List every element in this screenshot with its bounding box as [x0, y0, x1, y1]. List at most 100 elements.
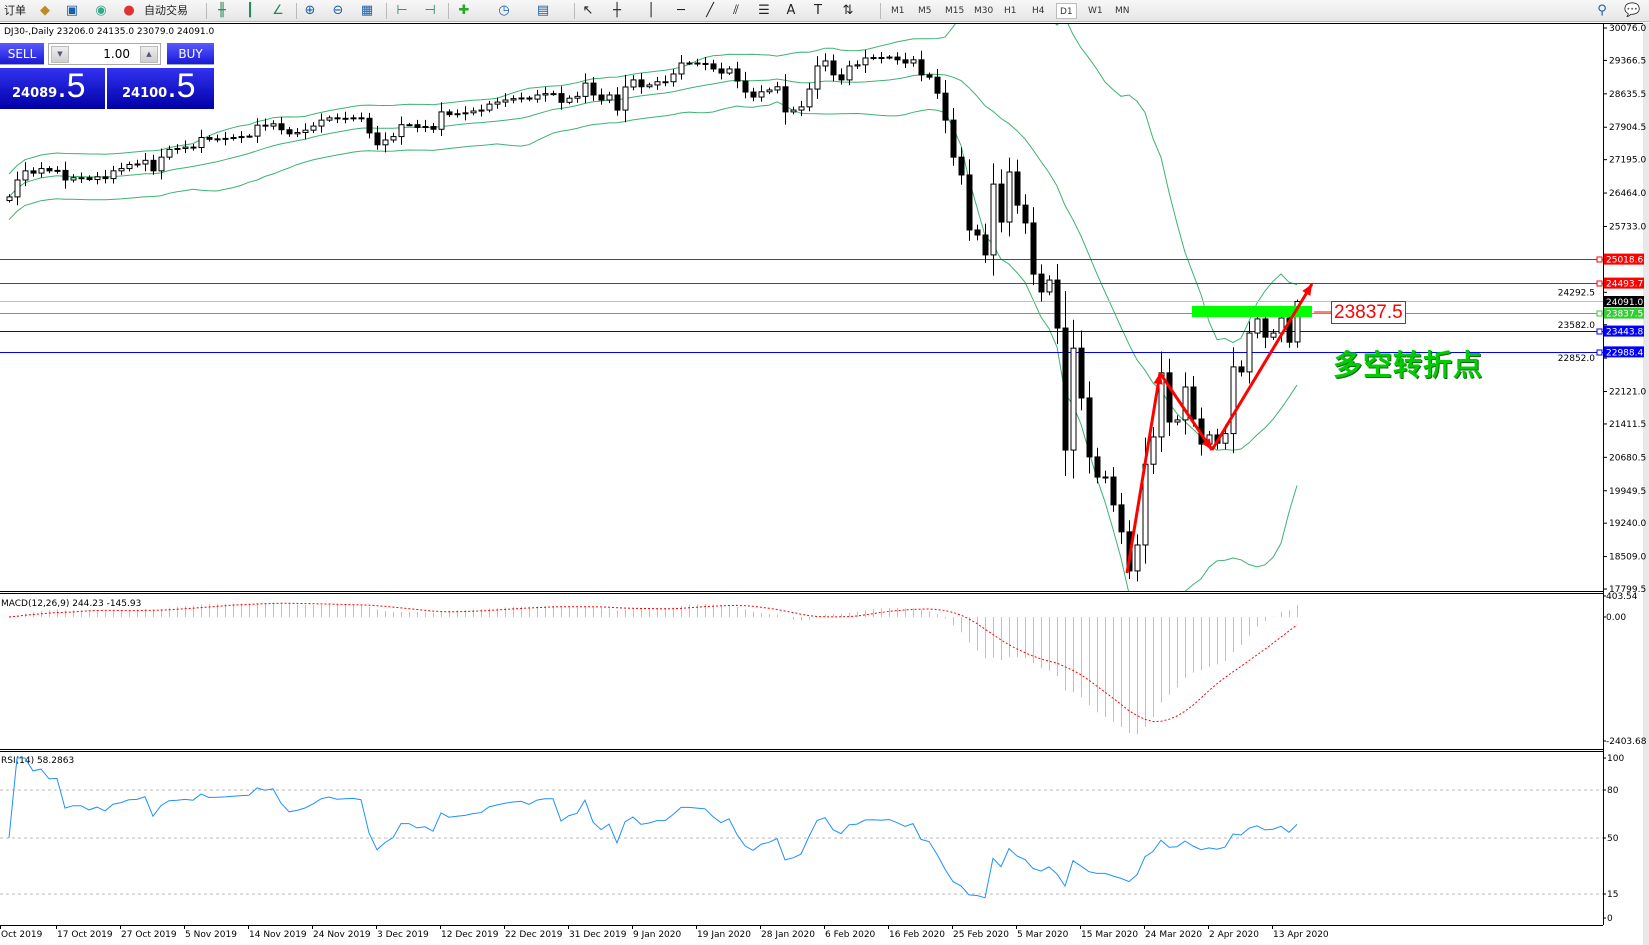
- templates-icon[interactable]: ▤: [536, 3, 550, 18]
- search-icon[interactable]: ⚲: [1597, 3, 1607, 18]
- candle-body-bear: [1286, 317, 1293, 343]
- candle: [710, 59, 717, 72]
- candle-body-bull: [142, 159, 149, 165]
- periods-icon[interactable]: ◷: [498, 3, 510, 18]
- candle-body-bull: [574, 95, 581, 99]
- candle-body-bull: [646, 84, 653, 88]
- candle-body-bull: [870, 57, 877, 60]
- autoscroll-icon[interactable]: ⊣: [424, 3, 436, 18]
- candle: [206, 135, 213, 142]
- signal-icon[interactable]: ◉: [95, 3, 107, 18]
- candle-body-bull: [110, 170, 117, 180]
- lot-size-input[interactable]: ▼ 1.00 ▲: [48, 43, 161, 65]
- level-price-label: 22988.4: [1606, 348, 1643, 358]
- navigator-icon[interactable]: ▣: [65, 3, 79, 18]
- annotation-turning-point-text[interactable]: 多空转折点: [1333, 348, 1484, 382]
- sell-button[interactable]: SELL: [0, 43, 44, 65]
- candle: [126, 161, 133, 172]
- timeframe-d1[interactable]: D1: [1056, 3, 1077, 19]
- candle: [694, 58, 701, 67]
- horizontal-line-icon[interactable]: ─: [677, 3, 685, 18]
- divider: [296, 3, 297, 19]
- candle-body-bull: [1294, 300, 1301, 343]
- annotation-price-label[interactable]: 23837.5: [1331, 301, 1406, 324]
- candle-body-bull: [630, 79, 637, 88]
- candle: [38, 162, 45, 178]
- buy-button[interactable]: BUY: [167, 43, 214, 65]
- zoom-out-icon[interactable]: ⊖: [332, 3, 344, 18]
- buy-price-main: 24100: [122, 86, 168, 101]
- candle: [974, 224, 981, 241]
- candle-body-bull: [886, 56, 893, 59]
- level-price-tag: [1604, 307, 1644, 319]
- candle: [390, 132, 397, 143]
- timeframe-w1[interactable]: W1: [1088, 6, 1103, 16]
- zoom-in-icon[interactable]: ⊕: [304, 3, 316, 18]
- lot-decrease-button[interactable]: ▼: [51, 46, 69, 63]
- timeframe-mn[interactable]: MN: [1115, 6, 1130, 16]
- rsi-axis-label: 50: [1607, 834, 1619, 844]
- candle-body-bull: [1270, 332, 1277, 338]
- candle: [766, 87, 773, 95]
- line-chart-icon[interactable]: ∠: [272, 3, 284, 18]
- candle: [878, 52, 885, 64]
- channel-icon[interactable]: ⫽: [733, 3, 739, 18]
- candle-body-bull: [606, 94, 613, 101]
- sell-price-button[interactable]: 24089.5: [0, 68, 105, 109]
- arrowhead-icon: [1201, 438, 1212, 450]
- candle-body-bear: [1038, 273, 1045, 293]
- timeframe-h4[interactable]: H4: [1032, 6, 1045, 16]
- candle-body-bear: [590, 82, 597, 96]
- candle-body-bull: [814, 65, 821, 90]
- cursor-icon[interactable]: ↖: [582, 3, 594, 18]
- candle-body-bull: [510, 98, 517, 101]
- candle-body-bear: [414, 124, 421, 128]
- candle-body-bull: [54, 169, 61, 172]
- bar-chart-icon[interactable]: ╫: [218, 3, 226, 18]
- chat-icon[interactable]: 💬: [1624, 3, 1641, 18]
- candle: [1246, 321, 1253, 384]
- chart-shift-icon[interactable]: ⊢: [396, 3, 408, 18]
- candle-body-bull: [910, 59, 917, 64]
- timeframe-h1[interactable]: H1: [1004, 6, 1017, 16]
- text-label-icon[interactable]: T: [814, 3, 822, 18]
- macd-label: MACD(12,26,9) 244.23 -145.93: [1, 599, 141, 609]
- candle-body-bear: [374, 132, 381, 146]
- date-axis-label: 9 Jan 2020: [633, 930, 681, 940]
- timeframe-m1[interactable]: M1: [891, 6, 905, 16]
- new-order-button[interactable]: 订单: [4, 4, 26, 17]
- candle-body-bull: [766, 89, 773, 93]
- lot-size-value: 1.00: [103, 47, 130, 61]
- text-icon[interactable]: A: [786, 3, 796, 18]
- tile-windows-icon[interactable]: ▦: [360, 3, 374, 18]
- candle-body-bear: [1086, 397, 1093, 458]
- candle-body-bull: [686, 62, 693, 65]
- candle-body-bear: [998, 183, 1005, 223]
- market-watch-icon[interactable]: ◆: [40, 3, 50, 18]
- autotrade-button[interactable]: 自动交易: [144, 4, 188, 17]
- candle: [758, 85, 765, 102]
- crosshair-icon[interactable]: ┼: [613, 3, 621, 18]
- candle: [550, 90, 557, 96]
- indicators-icon[interactable]: ✚: [458, 3, 470, 18]
- lot-increase-button[interactable]: ▲: [140, 46, 158, 63]
- candle: [246, 134, 253, 138]
- trend-arrow-line: [1158, 372, 1214, 451]
- timeframe-m30[interactable]: M30: [974, 6, 994, 16]
- trendline-icon[interactable]: ╱: [706, 3, 714, 18]
- macd-axis-label: -2403.68: [1606, 737, 1647, 747]
- candle: [94, 171, 101, 185]
- candle: [278, 117, 285, 135]
- arrows-icon[interactable]: ⇅: [842, 3, 854, 18]
- buy-price-button[interactable]: 24100.5: [107, 68, 214, 109]
- candlestick-icon[interactable]: ┃: [246, 3, 254, 18]
- candle: [1134, 534, 1141, 582]
- timeframe-m5[interactable]: M5: [918, 6, 932, 16]
- vertical-line-icon[interactable]: │: [647, 3, 655, 18]
- candle-body-bull: [326, 117, 333, 121]
- candle: [654, 76, 661, 90]
- candle: [662, 75, 669, 87]
- timeframe-m15[interactable]: M15: [945, 6, 965, 16]
- fibonacci-icon[interactable]: ☰: [758, 3, 770, 18]
